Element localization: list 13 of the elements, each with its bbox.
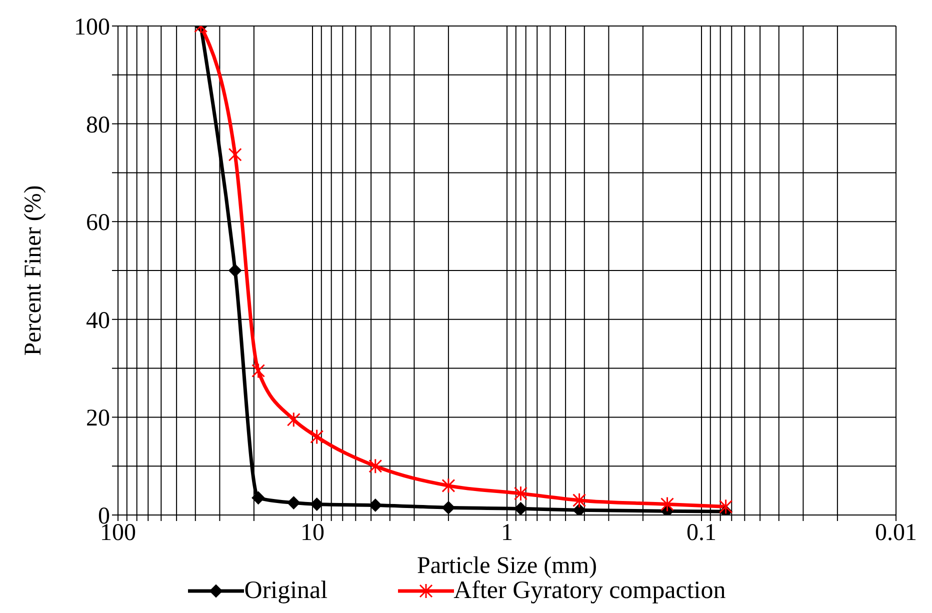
y-tick-label: 100: [74, 14, 110, 41]
y-tick-label: 40: [86, 308, 110, 334]
x-tick-label: 10: [300, 520, 324, 546]
x-axis-title: Particle Size (mm): [417, 553, 597, 579]
y-tick-label: 20: [86, 406, 110, 432]
legend-label: Original: [244, 577, 328, 605]
y-axis-title: Percent Finer (%): [20, 185, 47, 356]
y-tick-label: 60: [86, 210, 110, 236]
legend-label: After Gyratory compaction: [454, 577, 726, 605]
y-tick-label: 80: [86, 112, 110, 138]
x-tick-label: 0.1: [686, 520, 716, 546]
x-tick-label: 0.01: [875, 520, 917, 546]
x-tick-label: 1: [501, 520, 513, 546]
